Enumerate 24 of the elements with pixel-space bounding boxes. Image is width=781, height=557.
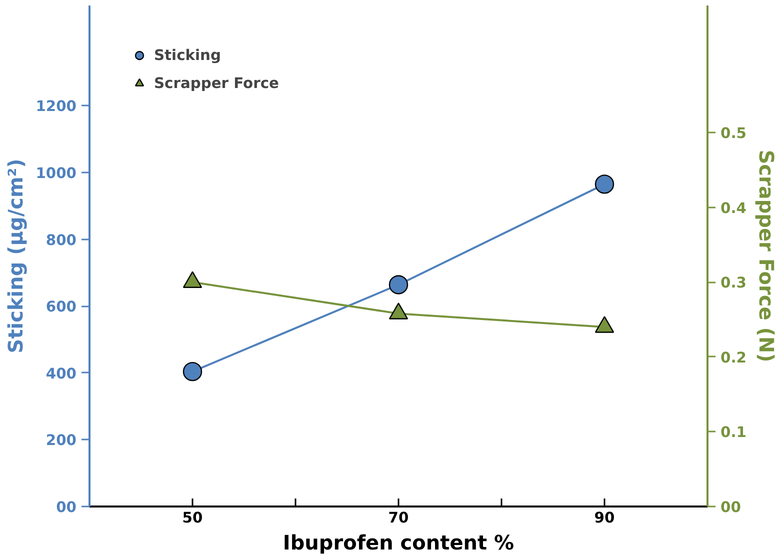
y-tick-label: 800 <box>46 232 76 249</box>
x-tick-label: 50 <box>182 510 203 526</box>
y-tick-label: 1200 <box>36 98 77 116</box>
x-tick-label: 70 <box>388 510 409 526</box>
y-tick-label: 1000 <box>36 165 77 182</box>
x-axis-title: Ibuprofen content % <box>282 530 514 554</box>
y-tick-label: 200 <box>46 432 76 450</box>
x-tick-label: 90 <box>594 510 615 526</box>
point <box>594 174 614 194</box>
point <box>388 275 408 294</box>
point <box>182 362 202 382</box>
y-tick-label: 400 <box>46 365 76 382</box>
y2-tick-label: 0.1 <box>720 424 746 442</box>
y2-axis-title: Scrapper Force (N) <box>754 150 778 362</box>
legend-label: Scrapper Force <box>154 74 279 92</box>
y2-tick-label: 0.2 <box>720 349 746 366</box>
y-axis-title: Sticking (µg/cm²) <box>4 158 28 354</box>
y2-tick-label: 00 <box>720 499 741 516</box>
legend-label: Sticking <box>154 46 221 64</box>
y-tick-label: 600 <box>46 298 76 316</box>
y2-tick-label: 0.4 <box>720 200 746 217</box>
y2-tick-label: 0.5 <box>720 125 746 142</box>
y2-tick-label: 0.3 <box>720 274 746 292</box>
y-tick-label: 00 <box>56 499 77 516</box>
